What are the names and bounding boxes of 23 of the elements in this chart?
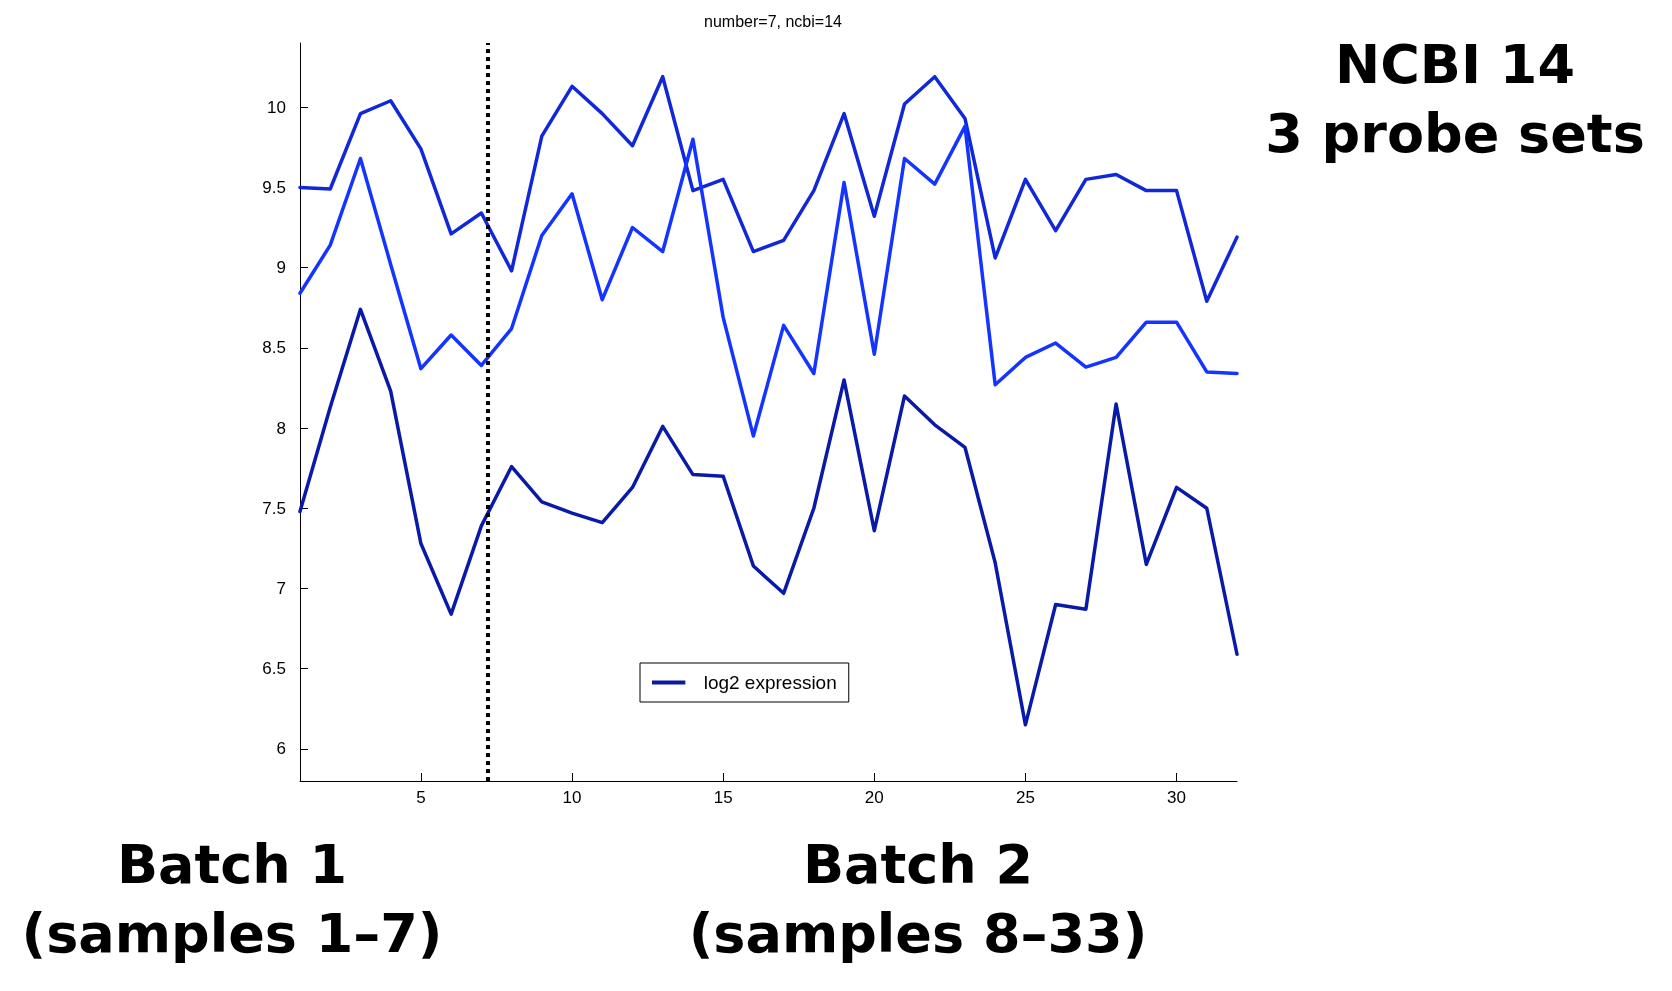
y-tick-label: 8.5 <box>262 338 286 358</box>
text: Batch 1 (samples 1–7) <box>21 833 443 966</box>
y-tick-label: 7.5 <box>262 498 286 518</box>
y-tick-label: 10 <box>267 97 286 117</box>
text: NCBI 14 3 probe sets <box>1265 33 1645 166</box>
y-tick-label: 6 <box>276 739 286 759</box>
x-tick-label: 15 <box>713 788 733 807</box>
legend-label: log2 expression <box>703 672 837 693</box>
x-tick-label: 10 <box>562 788 582 807</box>
x-tick-label: 5 <box>416 788 426 807</box>
text: Batch 2 (samples 8–33) <box>688 833 1148 966</box>
chart-title: number=7, ncbi=14 <box>704 12 843 30</box>
y-tick-label: 8 <box>276 418 286 438</box>
line-series <box>298 307 1239 727</box>
x-tick-label: 30 <box>1167 788 1187 807</box>
y-tick-label: 7 <box>276 578 286 598</box>
x-tick-label: 20 <box>864 788 884 807</box>
y-tick-label: 6.5 <box>262 659 286 679</box>
y-tick-label: 9.5 <box>262 177 286 197</box>
x-tick-label: 25 <box>1015 788 1035 807</box>
y-tick-label: 9 <box>276 258 286 278</box>
line-series <box>298 74 1239 304</box>
line-series <box>298 124 1239 438</box>
